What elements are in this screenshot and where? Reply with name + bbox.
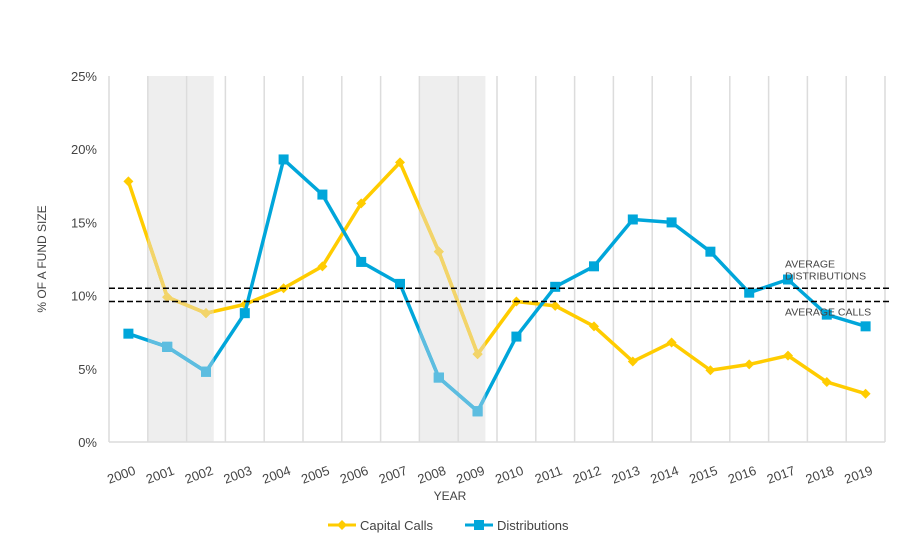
series-line: [127, 157, 867, 414]
y-tick-label: 10%: [71, 289, 97, 304]
x-tick-label: 2006: [338, 463, 370, 487]
series-marker: [627, 356, 638, 367]
y-tick-label: 5%: [78, 362, 97, 377]
series-marker: [472, 406, 483, 417]
series-marker: [860, 321, 871, 332]
series-marker: [821, 309, 832, 320]
series-marker: [395, 278, 405, 289]
series-marker: [356, 198, 367, 209]
series-marker: [317, 261, 328, 272]
shaded-period: [419, 76, 486, 442]
x-tick-label: 2011: [533, 463, 564, 487]
series-marker: [821, 376, 832, 387]
reference-line-label: AVERAGE: [785, 258, 835, 270]
series-marker: [589, 321, 599, 332]
series-marker: [201, 308, 211, 319]
series-marker: [744, 359, 755, 370]
x-tick-label: 2014: [648, 463, 680, 487]
series-marker: [317, 189, 328, 200]
series-marker: [433, 246, 444, 257]
x-tick-label: 2010: [493, 463, 525, 487]
series-marker: [627, 214, 638, 225]
legend-item: Distributions: [465, 518, 569, 533]
y-tick-label: 25%: [71, 69, 97, 84]
x-tick-label: 2017: [765, 463, 797, 487]
x-tick-label: 2008: [416, 463, 448, 487]
series-marker: [744, 287, 755, 298]
series-line: [126, 160, 867, 396]
series-distributions: [123, 154, 871, 417]
series-marker: [705, 246, 716, 257]
series-marker: [278, 154, 289, 165]
y-tick-label: 0%: [78, 435, 97, 450]
series-marker: [783, 350, 793, 361]
x-tick-label: 2013: [610, 463, 642, 487]
x-tick-label: 2001: [144, 463, 176, 487]
x-axis-label: YEAR: [434, 489, 467, 503]
legend-label: Distributions: [497, 518, 569, 533]
y-axis-label: % OF A FUND SIZE: [35, 205, 49, 312]
series-marker: [474, 520, 484, 530]
series-marker: [337, 520, 347, 530]
x-tick-label: 2007: [377, 463, 409, 487]
x-tick-label: 2004: [260, 463, 292, 487]
series-marker: [201, 366, 211, 377]
series-marker: [550, 300, 561, 311]
series-marker: [783, 274, 793, 285]
series-marker: [239, 308, 250, 319]
x-tick-label: 2003: [222, 463, 254, 487]
legend-item: Capital Calls: [328, 518, 433, 533]
y-tick-label: 15%: [71, 215, 97, 230]
series-marker: [666, 217, 677, 228]
series-capital-calls: [123, 157, 871, 399]
series-marker: [472, 349, 483, 360]
series-marker: [589, 261, 599, 272]
x-tick-label: 2000: [105, 463, 137, 487]
series-marker: [395, 157, 405, 168]
x-tick-label: 2019: [842, 463, 874, 487]
series-marker: [705, 365, 716, 376]
series-marker: [162, 292, 173, 303]
reference-line-label: AVERAGE CALLS: [785, 306, 871, 318]
series-marker: [356, 256, 367, 267]
x-tick-label: 2009: [454, 463, 486, 487]
series-marker: [860, 388, 871, 399]
series-marker: [550, 281, 561, 292]
x-tick-label: 2002: [183, 463, 215, 487]
x-tick-label: 2012: [571, 463, 603, 487]
x-tick-label: 2016: [726, 463, 758, 487]
series-marker: [666, 337, 677, 348]
legend-label: Capital Calls: [360, 518, 433, 533]
series-marker: [433, 372, 444, 383]
x-tick-label: 2015: [687, 463, 719, 487]
shaded-period: [147, 76, 214, 442]
series-marker: [123, 176, 134, 187]
series-marker: [511, 331, 522, 342]
y-tick-label: 20%: [71, 142, 97, 157]
series-marker: [162, 341, 173, 352]
x-tick-label: 2018: [804, 463, 836, 487]
series-marker: [123, 328, 134, 339]
reference-line-label: DISTRIBUTIONS: [785, 270, 866, 282]
x-tick-label: 2005: [299, 463, 331, 487]
